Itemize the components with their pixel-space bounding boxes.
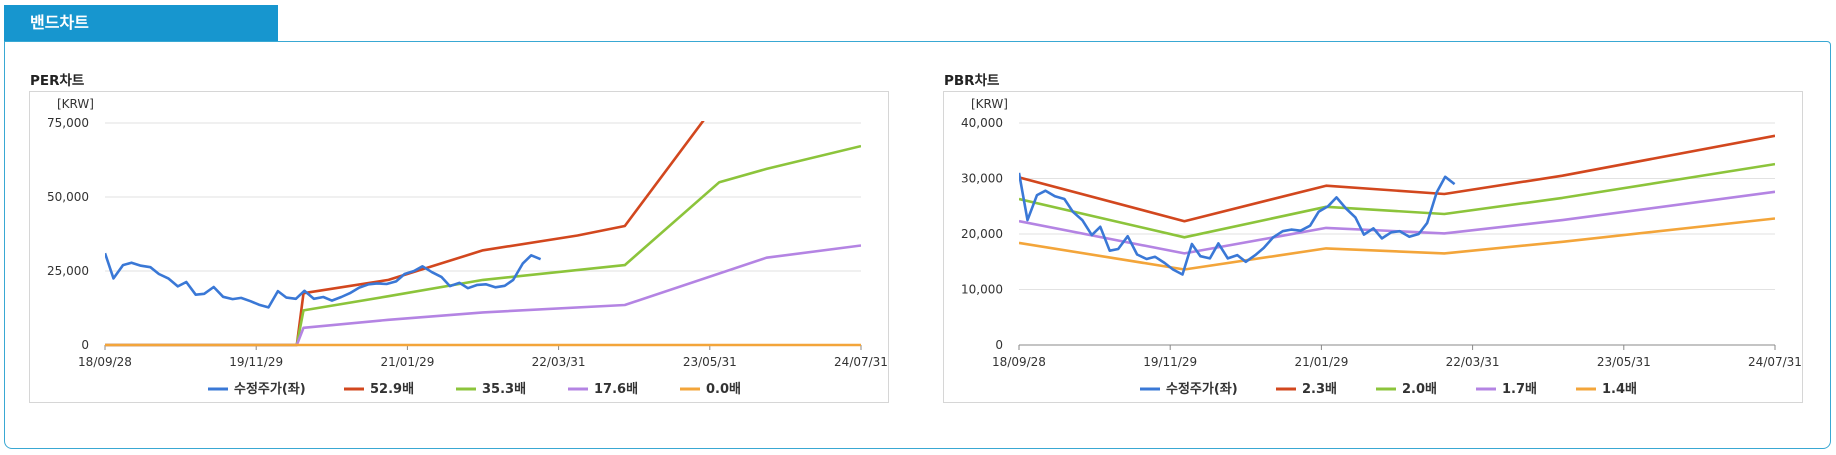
legend-label[interactable]: 1.7배 [1502,381,1537,397]
per-chart-title: PER차트 [30,73,85,89]
per-chart-box: 75,000 50,000 25,000 0 [KRW] 18/09/28 19/11/29… [29,91,889,403]
series-line-1 [1019,134,1775,223]
x-tick-label: 24/07/31 [1748,355,1802,369]
x-tick-label: 21/01/29 [380,355,434,369]
legend-label[interactable]: 2.3배 [1302,381,1337,397]
series-line-0 [105,252,542,309]
legend-label[interactable]: 52.9배 [370,381,414,397]
pbr-chart: 40,000 30,000 20,000 10,000 0 [KRW] 18/09/28 19… [961,97,1802,397]
x-tick-label: 18/09/28 [992,355,1046,369]
per-chart: 75,000 50,000 25,000 0 [KRW] 18/09/28 19/11/29… [47,97,888,397]
legend-label[interactable]: 0.0배 [706,381,741,397]
y-axis-unit: [KRW] [57,97,94,111]
series-line-3 [1019,190,1775,255]
x-tick-label: 23/05/31 [1597,355,1651,369]
series-line-1 [105,121,705,347]
y-tick-label: 75,000 [47,116,89,130]
x-tick-label: 22/03/31 [1446,355,1500,369]
y-tick-label: 40,000 [961,116,1003,130]
y-tick-label: 25,000 [47,264,89,278]
series-line-4 [1019,217,1775,271]
band-chart-tab[interactable]: 밴드차트 [4,5,278,41]
legend-label[interactable]: 17.6배 [594,381,638,397]
pbr-chart-box: 40,000 30,000 20,000 10,000 0 [KRW] 18/09/28 19… [943,91,1803,403]
pbr-chart-title: PBR차트 [944,73,1000,89]
band-chart-panel [4,41,1831,449]
y-tick-label: 30,000 [961,172,1003,186]
legend-label[interactable]: 2.0배 [1402,381,1437,397]
series-line-3 [105,244,861,347]
legend-label[interactable]: 수정주가(좌) [1166,381,1238,397]
x-tick-label: 24/07/31 [834,355,888,369]
x-tick-label: 19/11/29 [229,355,283,369]
x-tick-label: 18/09/28 [78,355,132,369]
x-tick-label: 21/01/29 [1294,355,1348,369]
legend-label[interactable]: 35.3배 [482,381,526,397]
x-tick-label: 23/05/31 [683,355,737,369]
legend-label[interactable]: 수정주가(좌) [234,381,306,397]
y-tick-label: 20,000 [961,227,1003,241]
y-tick-label: 0 [81,338,89,352]
y-tick-label: 10,000 [961,283,1003,297]
x-tick-label: 19/11/29 [1143,355,1197,369]
y-tick-label: 0 [995,338,1003,352]
legend-label[interactable]: 1.4배 [1602,381,1637,397]
y-axis-unit: [KRW] [971,97,1008,111]
series-line-2 [1019,162,1775,239]
y-tick-label: 50,000 [47,190,89,204]
series-line-0 [1019,172,1456,276]
x-tick-label: 22/03/31 [532,355,586,369]
series-line-2 [105,144,861,347]
